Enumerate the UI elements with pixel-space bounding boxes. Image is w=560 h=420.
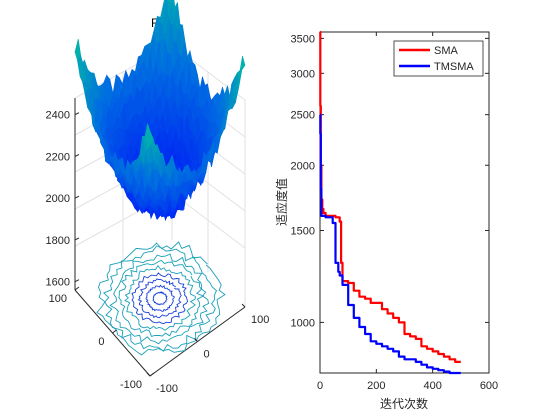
y-tick-mark <box>112 329 117 334</box>
x-tick-label: 0 <box>204 349 210 361</box>
legend-box <box>393 40 484 77</box>
z-tick-label: 1600 <box>46 277 70 289</box>
legend-label-tmsma: TMSMA <box>434 61 474 73</box>
surface-x-ticks: -100 0 100 <box>146 303 269 395</box>
line-y-tick-label: 2500 <box>291 110 315 122</box>
contour-line <box>118 259 205 337</box>
surface-y-ticks: 100 0 -100 <box>49 286 155 391</box>
surface-body <box>74 0 246 221</box>
line-y-tick-label: 3000 <box>291 68 315 80</box>
x-tick-mark <box>146 372 151 377</box>
y-tick-label: -100 <box>120 379 142 391</box>
contour-line <box>124 264 196 331</box>
x-tick-label: -100 <box>156 383 178 395</box>
line-series <box>319 30 461 375</box>
line-x-tick-label: 400 <box>423 380 441 392</box>
series-line-sma <box>319 30 461 363</box>
y-tick-label: 100 <box>49 293 67 305</box>
contour-line <box>152 291 168 306</box>
contour-projection <box>96 241 226 356</box>
line-x-ticks: 0 200 400 600 <box>317 32 498 392</box>
line-y-tick-label: 3500 <box>291 33 315 45</box>
line-y-label: 适应度值 <box>274 178 289 226</box>
line-y-tick-label: 1000 <box>291 317 315 329</box>
y-tick-label: 0 <box>98 336 104 348</box>
z-tick-mark <box>74 279 80 283</box>
line-y-ticks: 1000 1500 2000 2500 3000 3500 <box>291 33 489 329</box>
contour-line <box>145 284 175 312</box>
surface-facet <box>147 123 154 144</box>
y-tick-mark <box>74 286 80 291</box>
legend-label-sma: SMA <box>434 45 459 57</box>
z-tick-mark <box>74 153 80 157</box>
contour-line <box>102 245 218 352</box>
x-tick-mark <box>194 338 198 342</box>
y-tick-mark <box>149 372 155 377</box>
line-x-label: 迭代次数 <box>380 396 428 411</box>
series-line-tmsma <box>319 113 461 375</box>
line-y-tick-label: 1500 <box>291 225 315 237</box>
z-tick-label: 2200 <box>46 151 70 163</box>
x-tick-mark <box>241 303 246 308</box>
z-tick-label: 2000 <box>46 193 70 205</box>
contour-line <box>109 253 210 345</box>
legend: SMA TMSMA <box>393 40 484 77</box>
line-y-tick-label: 2000 <box>291 160 315 172</box>
contour-line <box>96 241 226 356</box>
line-x-tick-label: 200 <box>367 380 385 392</box>
surface-z-ticks: 1600 1800 2000 2200 2400 <box>46 110 80 289</box>
line-x-tick-label: 600 <box>480 380 498 392</box>
z-tick-mark <box>74 112 80 116</box>
line-x-tick-label: 0 <box>317 380 323 392</box>
x-tick-label: 100 <box>251 314 269 326</box>
line-plot-box <box>319 31 490 374</box>
line-panel: 1000 1500 2000 2500 3000 3500 0 200 400 600 迭代次数… <box>274 30 498 411</box>
z-tick-label: 1800 <box>46 235 70 247</box>
z-tick-mark <box>74 237 80 241</box>
contour-line <box>131 272 188 324</box>
z-tick-mark <box>74 195 80 199</box>
contour-line <box>137 278 182 319</box>
z-tick-label: 2400 <box>46 110 70 122</box>
